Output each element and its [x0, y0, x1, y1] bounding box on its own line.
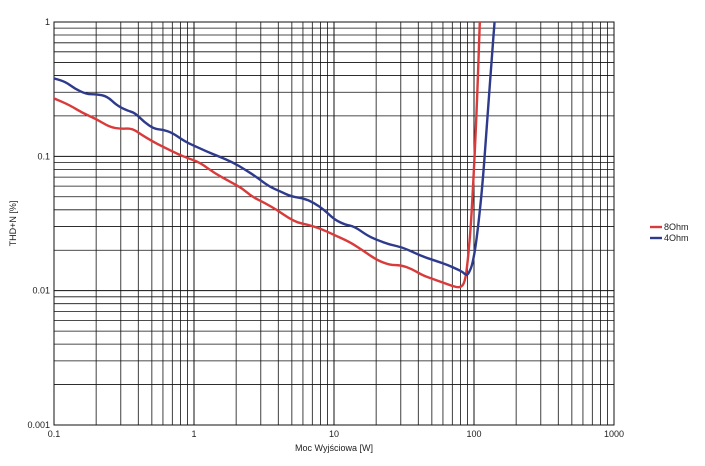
x-tick-label: 100 [466, 429, 481, 439]
x-axis-title: Moc Wyjściowa [W] [295, 443, 373, 453]
grid [53, 21, 615, 426]
x-tick-label: 0.1 [48, 429, 61, 439]
tick-labels: 0.1 1 10 100 1000 0.001 0.01 0.1 1 [27, 17, 624, 439]
series-line-4ohm [54, 22, 496, 276]
legend-label-8ohm: 8Ohm [664, 222, 689, 232]
y-axis-title: THD+N [%] [8, 201, 18, 247]
x-tick-label: 1000 [604, 429, 624, 439]
series-line-8ohm [54, 22, 481, 289]
y-tick-label: 0.01 [32, 286, 50, 296]
x-tick-label: 1 [191, 429, 196, 439]
legend-label-4ohm: 4Ohm [664, 233, 689, 243]
y-tick-label: 1 [45, 17, 50, 27]
series-layer [54, 22, 496, 289]
plot-frame [53, 21, 615, 426]
x-tick-label: 10 [329, 429, 339, 439]
y-tick-label: 0.001 [27, 420, 50, 430]
y-tick-label: 0.1 [37, 151, 50, 161]
